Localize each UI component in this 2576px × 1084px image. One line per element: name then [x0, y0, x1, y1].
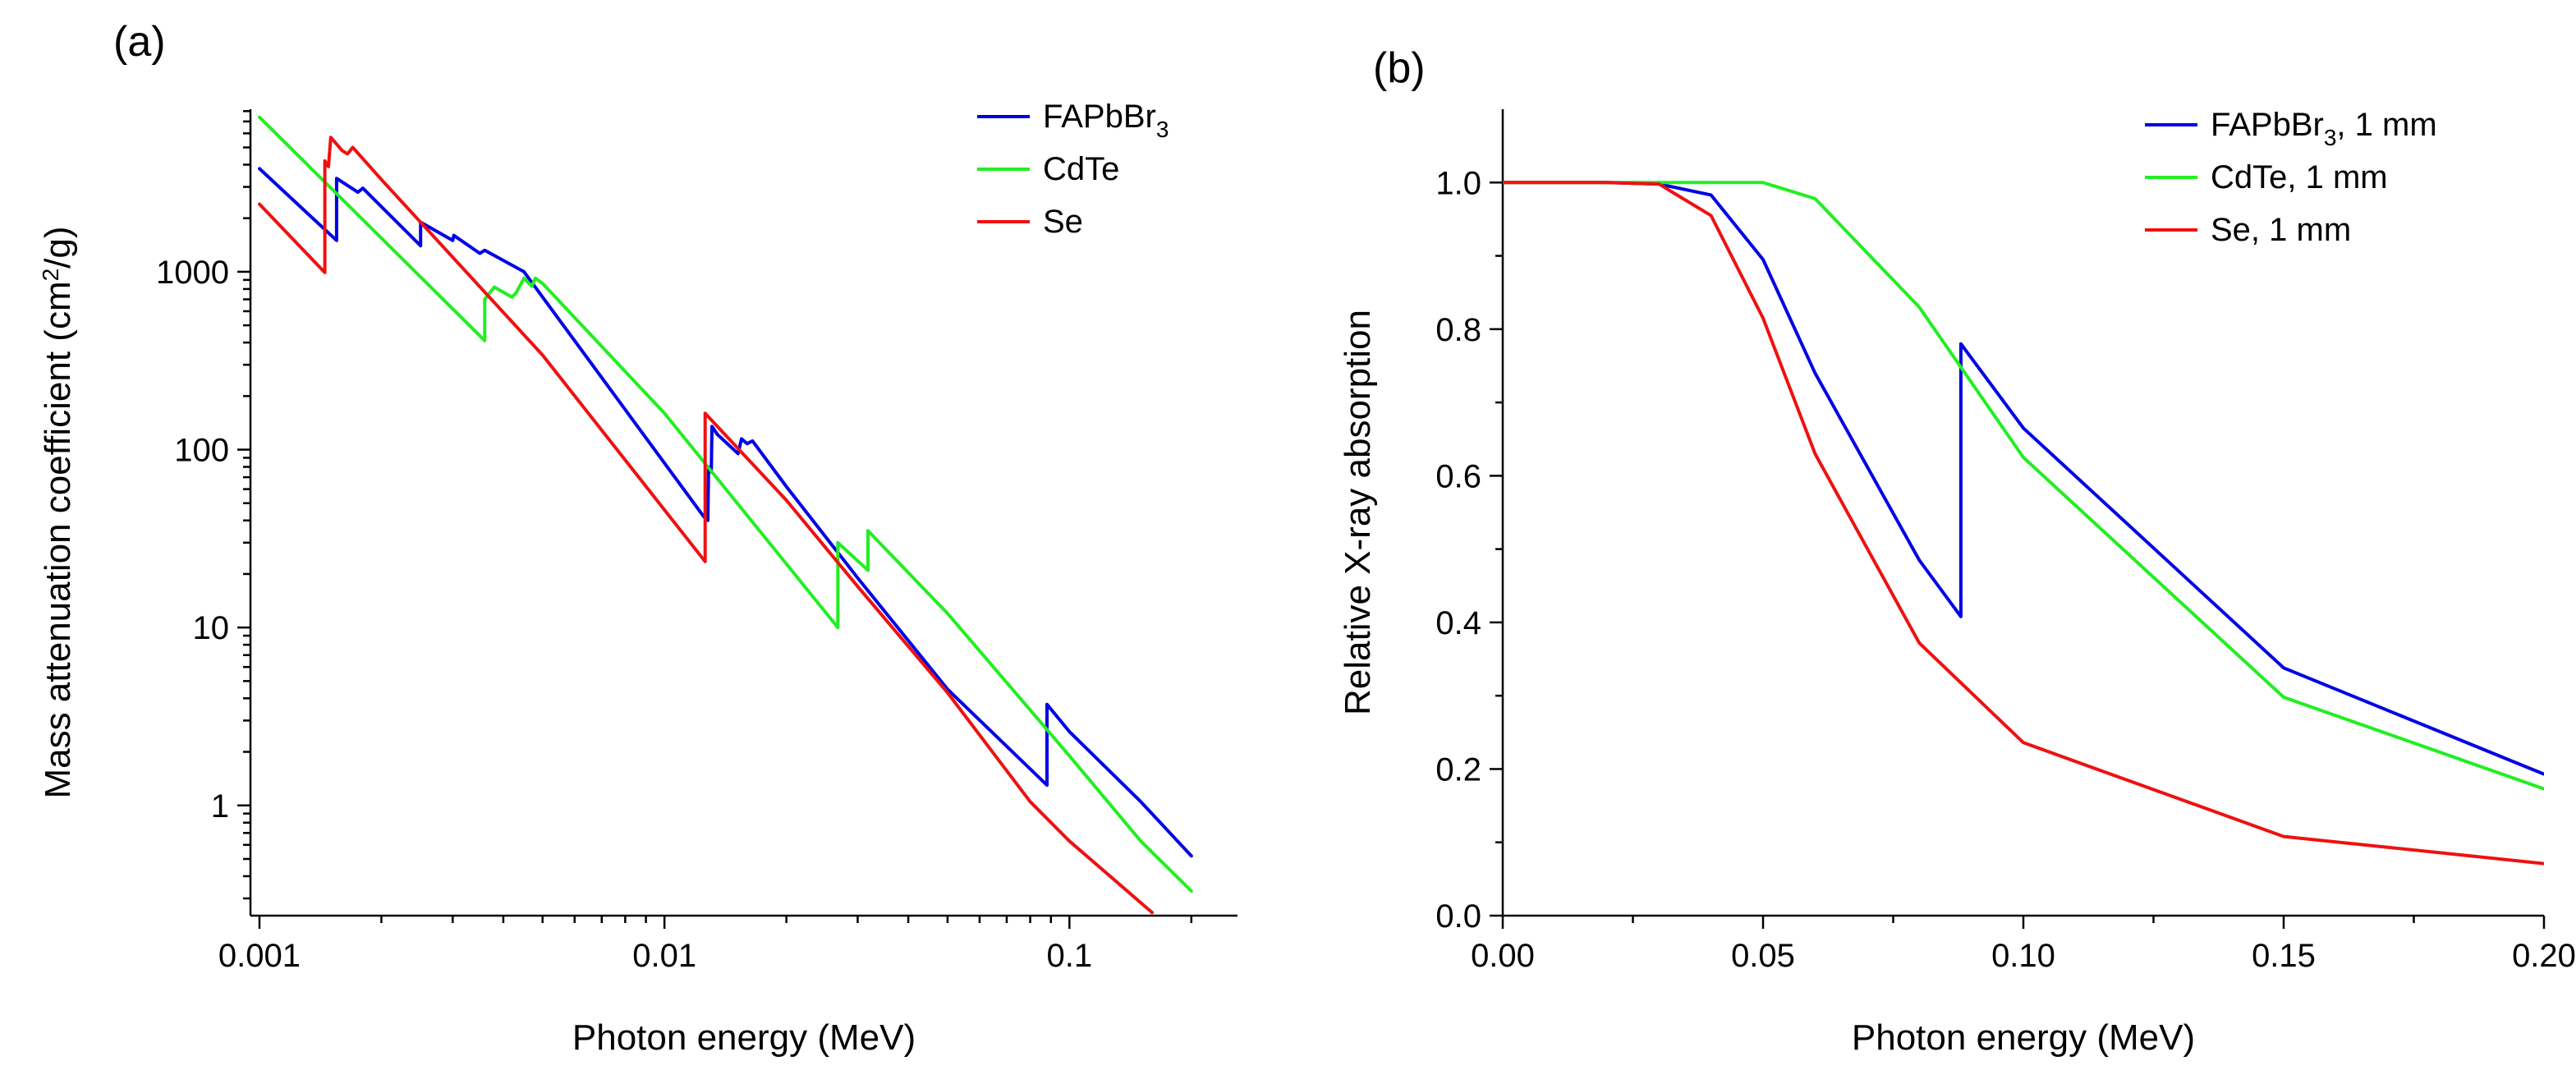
legend-label-main: CdTe, 1 mm	[2211, 159, 2388, 195]
legend-label: FAPbBr3, 1 mm	[2211, 107, 2437, 150]
y-axis-title-tail: /g)	[38, 226, 78, 268]
y-tick-label: 1.0	[1435, 165, 1481, 201]
legend-label: CdTe	[1043, 151, 1119, 187]
x-tick-label: 0.001	[218, 938, 301, 974]
y-tick-label: 1	[211, 788, 229, 824]
series-line-fapbbr3	[1503, 181, 2544, 776]
legend-label-main: Se	[1043, 204, 1083, 240]
panel-label: (a)	[113, 18, 166, 66]
legend-label-sub: 3	[1156, 117, 1169, 142]
y-tick-label: 0.0	[1435, 898, 1481, 935]
series-line-cdte	[258, 115, 1193, 893]
y-axis-title-main: Mass attenuation coefficient (cm	[38, 281, 78, 798]
series-line-se	[258, 136, 1154, 915]
y-tick-label: 100	[174, 433, 229, 469]
legend-label: FAPbBr3	[1043, 99, 1169, 142]
x-tick-label: 0.10	[1991, 938, 2055, 974]
panel-a: (a) 0.001 0.01 0.1 1 10 100 1000 Photon energy (…	[38, 18, 1237, 1058]
x-tick-label: 0.00	[1471, 938, 1535, 974]
x-tick-label: 0.01	[632, 938, 696, 974]
legend: FAPbBr3, 1 mm CdTe, 1 mm Se, 1 mm	[2145, 107, 2437, 248]
x-axis-title: Photon energy (MeV)	[572, 1017, 916, 1058]
x-tick-label: 0.15	[2252, 938, 2316, 974]
panel-label: (b)	[1373, 44, 1426, 92]
legend-label: Se, 1 mm	[2211, 212, 2351, 248]
y-axis-title: Mass attenuation coefficient (cm2/g)	[38, 226, 78, 798]
y-axis-title: Relative X-ray absorption	[1338, 310, 1378, 715]
legend-label-main: Se, 1 mm	[2211, 212, 2351, 248]
legend-label: CdTe, 1 mm	[2211, 159, 2388, 195]
legend: FAPbBr3 CdTe Se	[977, 99, 1169, 240]
x-axis-title: Photon energy (MeV)	[1852, 1017, 2195, 1058]
x-tick-label: 0.1	[1047, 938, 1093, 974]
series-line-cdte	[1503, 181, 2544, 791]
panel-b: (b) 0.00 0.05 0.10 0.15 0.20 0.0 0.2 0.4 0.6 0.8 1.…	[1338, 44, 2576, 1058]
x-tick-label: 0.20	[2512, 938, 2576, 974]
legend-label-tail: , 1 mm	[2336, 107, 2436, 143]
y-tick-label: 0.2	[1435, 751, 1481, 788]
y-tick-label: 0.6	[1435, 458, 1481, 494]
legend-label-main: FAPbBr	[1043, 99, 1156, 135]
series-line-fapbbr3	[258, 167, 1193, 858]
legend-label-main: FAPbBr	[2211, 107, 2324, 143]
y-tick-label: 0.4	[1435, 605, 1481, 641]
x-tick-label: 0.05	[1731, 938, 1795, 974]
y-tick-label: 10	[193, 610, 230, 646]
legend-label-main: CdTe	[1043, 151, 1119, 187]
series-line-se	[1503, 181, 2544, 866]
y-tick-label: 1000	[156, 255, 229, 291]
y-axis-title-sup: 2	[38, 269, 63, 282]
y-tick-label: 0.8	[1435, 312, 1481, 348]
legend-label-sub: 3	[2324, 125, 2337, 150]
legend-label: Se	[1043, 204, 1083, 240]
y-axis-title-main: Relative X-ray absorption	[1338, 310, 1378, 715]
series-group	[258, 115, 1193, 915]
series-group	[1503, 181, 2544, 866]
